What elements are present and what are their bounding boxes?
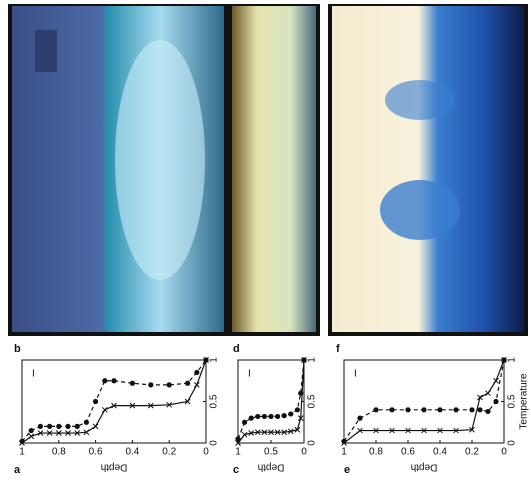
- y-tick-label: 0: [209, 440, 220, 446]
- point: [275, 414, 280, 419]
- photo: [332, 6, 524, 332]
- point: [255, 414, 260, 419]
- point: [235, 436, 240, 441]
- point: [194, 370, 199, 375]
- point: [389, 407, 394, 412]
- point: [84, 420, 89, 425]
- x-tick-label: 0.8: [52, 447, 66, 458]
- y-axis-label: Temperature: [519, 373, 530, 430]
- point: [477, 407, 482, 412]
- point: [493, 399, 498, 404]
- x-tick-label: 0.2: [162, 447, 176, 458]
- plot-frame: [22, 360, 206, 443]
- point: [203, 357, 208, 362]
- point: [501, 357, 506, 362]
- photo-detail: [115, 40, 205, 280]
- point: [102, 378, 107, 383]
- series-line: [22, 360, 206, 441]
- point: [298, 391, 303, 396]
- point: [295, 407, 300, 412]
- panel-label: b: [14, 343, 21, 355]
- x-tick-label: 0: [501, 447, 507, 458]
- point: [29, 428, 34, 433]
- photo-detail: [385, 80, 455, 120]
- point: [56, 424, 61, 429]
- panel-label: c: [233, 464, 239, 476]
- y-tick-label: 0: [307, 440, 318, 446]
- point: [167, 382, 172, 387]
- x-tick-label: 0: [301, 447, 307, 458]
- y-tick-label: 0: [507, 440, 518, 446]
- photo-detail: [35, 30, 57, 72]
- point: [249, 416, 254, 421]
- y-tick-label: 0.5: [307, 394, 318, 408]
- x-axis-label: Depth: [258, 461, 285, 472]
- panel-label: a: [14, 464, 21, 476]
- point: [93, 399, 98, 404]
- y-tick-label: 1: [507, 357, 518, 363]
- point: [65, 424, 70, 429]
- y-tick-label: 1: [307, 357, 318, 363]
- y-tick-label: 0.5: [209, 394, 220, 408]
- x-tick-label: 1: [19, 447, 25, 458]
- point: [469, 407, 474, 412]
- figure: b d f a c e 10.80.60.40.2000.51DepthI10.…: [0, 0, 531, 490]
- x-tick-label: 0.6: [89, 447, 103, 458]
- point: [111, 378, 116, 383]
- point: [93, 424, 98, 429]
- point: [437, 407, 442, 412]
- x-tick-label: 0.4: [433, 447, 447, 458]
- point: [242, 420, 247, 425]
- point: [75, 424, 80, 429]
- point: [47, 424, 52, 429]
- annotation: I: [32, 369, 35, 380]
- y-tick-label: 1: [209, 357, 220, 363]
- x-tick-label: 1: [341, 447, 347, 458]
- point: [453, 407, 458, 412]
- point: [102, 407, 107, 412]
- point: [301, 357, 306, 362]
- x-tick-label: 0.4: [125, 447, 139, 458]
- x-tick-label: 1: [235, 447, 241, 458]
- point: [38, 424, 43, 429]
- point: [194, 382, 199, 387]
- point: [373, 407, 378, 412]
- x-axis-label: Depth: [101, 461, 128, 472]
- point: [130, 381, 135, 386]
- point: [19, 439, 24, 444]
- photo-detail: [380, 180, 460, 240]
- point: [148, 382, 153, 387]
- point: [185, 381, 190, 386]
- x-axis-label: Depth: [411, 461, 438, 472]
- point: [494, 378, 499, 383]
- series-line: [22, 360, 206, 443]
- x-tick-label: 0.2: [465, 447, 479, 458]
- annotation: I: [354, 369, 357, 380]
- series-line: [344, 360, 504, 441]
- point: [485, 409, 490, 414]
- panel-label: e: [344, 464, 350, 476]
- annotation: I: [248, 369, 251, 380]
- point: [421, 407, 426, 412]
- y-tick-label: 0.5: [507, 394, 518, 408]
- x-tick-label: 0.8: [369, 447, 383, 458]
- point: [341, 439, 346, 444]
- photo: [232, 6, 316, 332]
- x-tick-label: 0: [203, 447, 209, 458]
- point: [282, 413, 287, 418]
- point: [486, 391, 491, 396]
- panel-label: f: [336, 343, 340, 355]
- point: [357, 416, 362, 421]
- point: [262, 414, 267, 419]
- point: [288, 411, 293, 416]
- x-tick-label: 0.6: [401, 447, 415, 458]
- point: [405, 407, 410, 412]
- panel-label: d: [233, 343, 240, 355]
- x-tick-label: 0.5: [264, 447, 278, 458]
- point: [268, 414, 273, 419]
